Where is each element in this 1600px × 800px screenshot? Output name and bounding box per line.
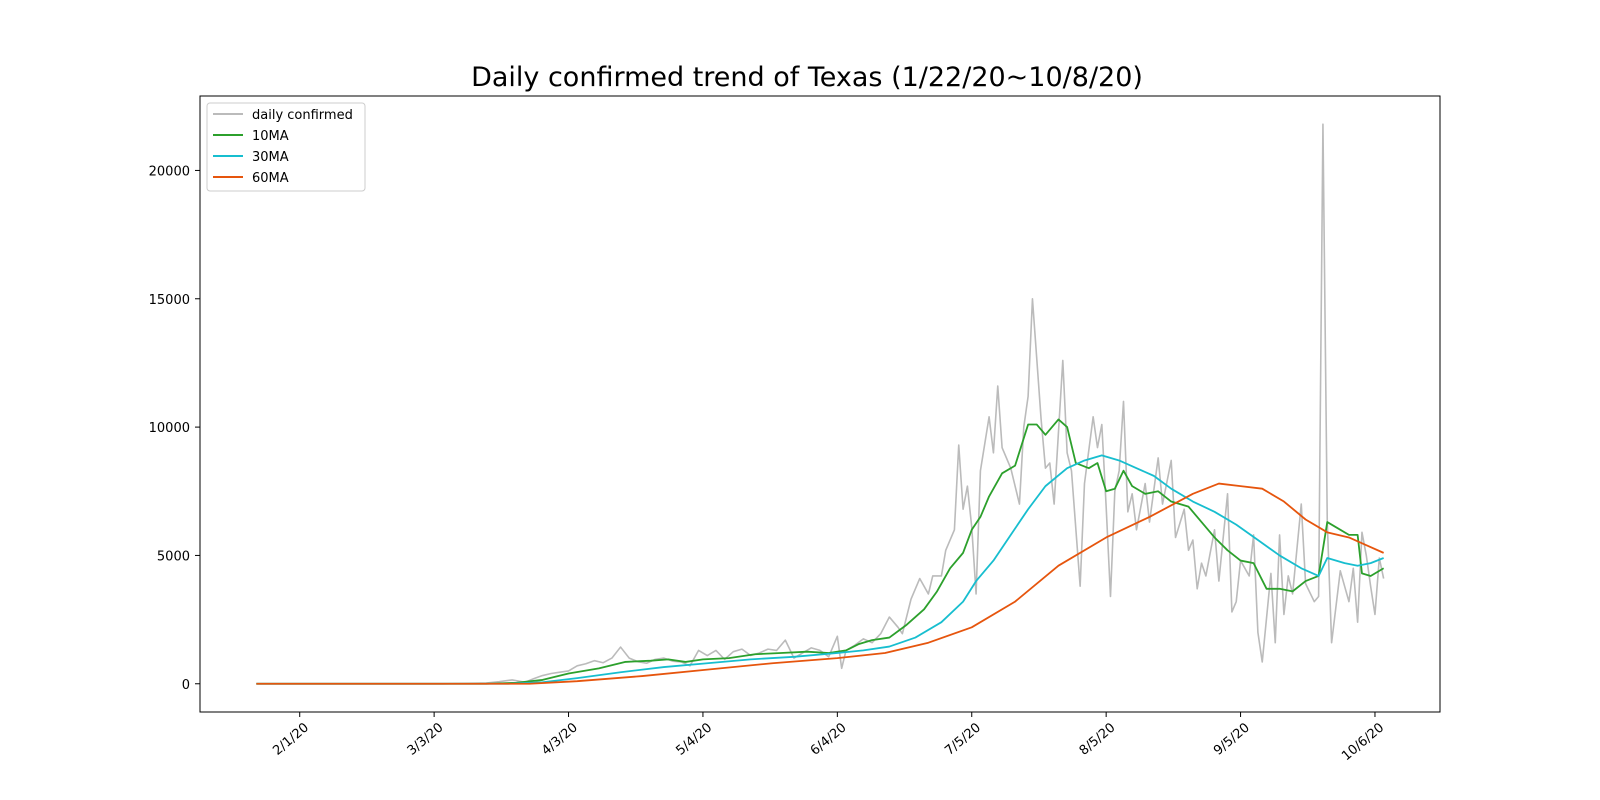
- legend-box: [206, 102, 366, 192]
- x-tick-label: 10/6/20: [1339, 720, 1387, 764]
- x-tick-label: 8/5/20: [1077, 720, 1119, 758]
- x-tick-label: 6/4/20: [808, 720, 850, 758]
- x-tick-label: 2/1/20: [270, 720, 312, 758]
- y-tick-label: 20000: [149, 164, 190, 179]
- x-tick-label: 4/3/20: [539, 720, 581, 758]
- chart-title: Daily confirmed trend of Texas (1/22/20~…: [471, 62, 1143, 93]
- x-tick-label: 5/4/20: [673, 720, 715, 758]
- legend-label: daily confirmed: [252, 108, 353, 123]
- series-line-30ma: [256, 454, 1384, 685]
- y-tick-label: 10000: [149, 421, 190, 436]
- legend-label: 10MA: [252, 129, 289, 144]
- y-tick-label: 5000: [157, 549, 190, 564]
- legend-label: 60MA: [252, 171, 289, 186]
- series-line-daily-confirmed: [256, 123, 1385, 685]
- x-tick-label: 9/5/20: [1211, 720, 1253, 758]
- series-line-10ma: [256, 418, 1385, 685]
- y-tick-label: 15000: [149, 293, 190, 308]
- legend: daily confirmed 10MA 30MA 60MA: [206, 102, 366, 192]
- y-tick-label: 0: [182, 678, 190, 693]
- y-axis: 0 5000 10000 15000 20000: [149, 164, 200, 693]
- x-axis: 2/1/20 3/3/20 4/3/20 5/4/20 6/4/20 7/5/20 8/5/…: [270, 712, 1387, 764]
- series-layer: [256, 123, 1385, 685]
- legend-label: 30MA: [252, 150, 289, 165]
- x-tick-label: 3/3/20: [405, 720, 447, 758]
- series-line-60ma: [256, 482, 1385, 685]
- plot-area-frame: [199, 95, 1441, 713]
- x-tick-label: 7/5/20: [942, 720, 984, 758]
